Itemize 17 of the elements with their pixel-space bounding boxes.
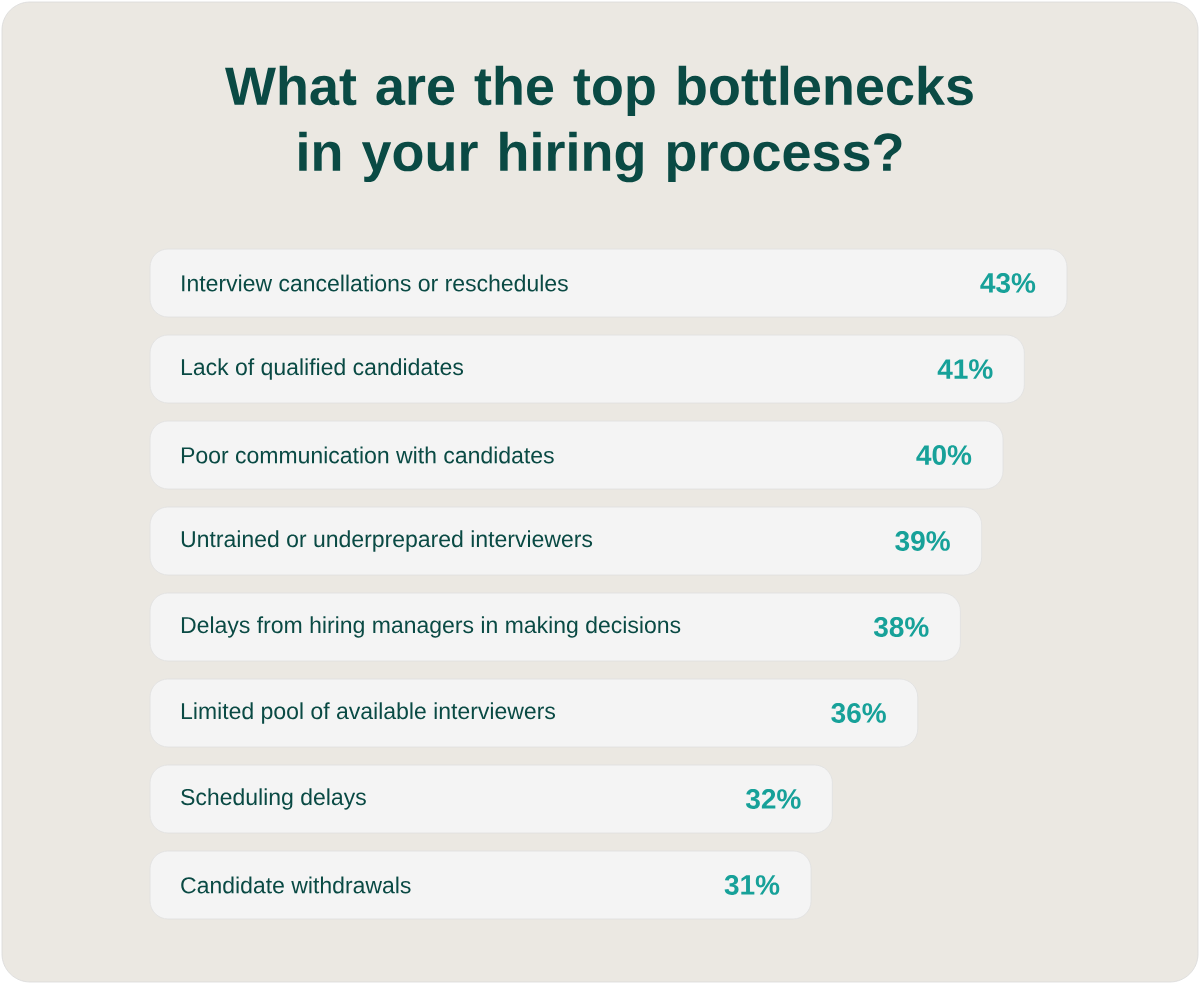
data-label: 38% — [873, 617, 929, 637]
y-tick-label: Poor communication with candidates — [181, 446, 554, 464]
y-tick-label: Untrained or underprepared interviewers — [181, 530, 593, 552]
y-tick-label: Lack of qualified candidates — [181, 358, 464, 380]
data-label: 41% — [937, 359, 993, 379]
data-label: 31% — [724, 875, 780, 895]
data-label: 40% — [916, 445, 972, 465]
data-label: 43% — [980, 273, 1036, 293]
data-label: 36% — [831, 703, 886, 723]
y-tick-label: Scheduling delays — [181, 788, 366, 810]
data-label: 39% — [895, 531, 950, 551]
y-tick-label: Interview cancellations or reschedules — [182, 274, 568, 292]
data-label: 32% — [745, 789, 801, 809]
chart-title: What are the top bottlenecks in your hiring process? — [225, 65, 973, 183]
y-tick-label: Delays from hiring managers in making decisions — [181, 616, 681, 638]
y-tick-label: Candidate withdrawals — [181, 876, 411, 894]
y-tick-label: Limited pool of available interviewers — [181, 702, 556, 724]
